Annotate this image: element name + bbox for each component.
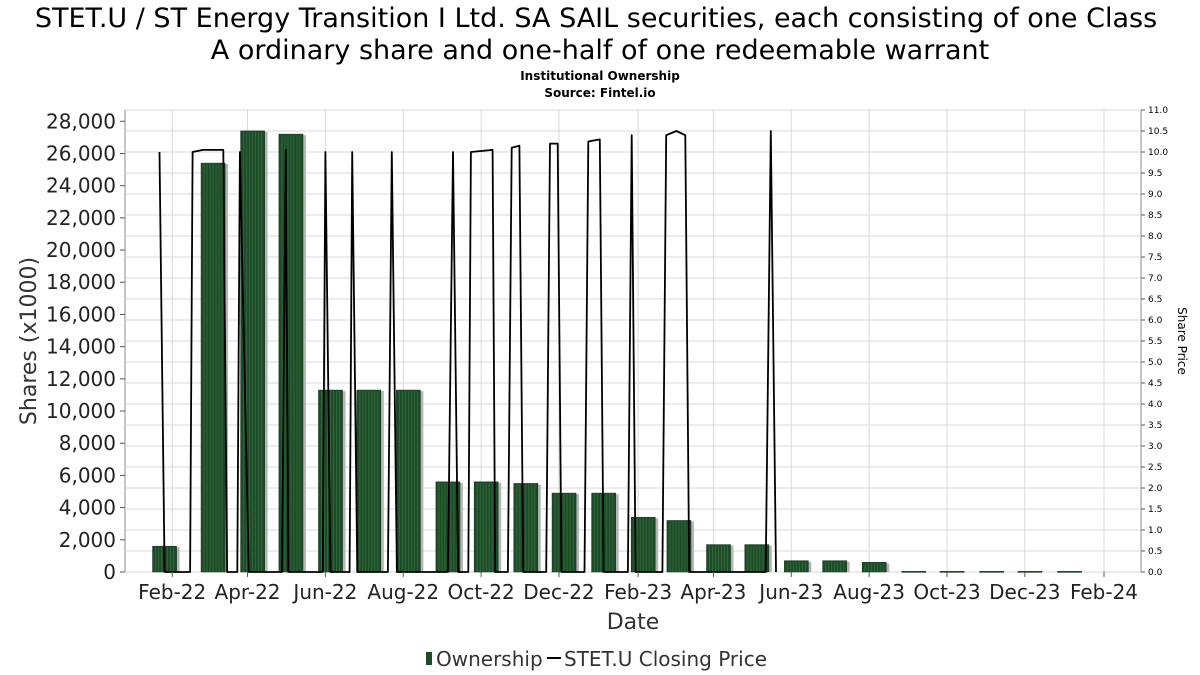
x-tick-label: Aug-23 xyxy=(833,580,905,604)
chart-subtitle-line-1: Institutional Ownership xyxy=(520,69,680,83)
left-tick-label: 20,000 xyxy=(46,238,116,262)
left-tick-label: 26,000 xyxy=(46,141,116,165)
x-tick-label: Dec-23 xyxy=(989,580,1060,604)
price-line xyxy=(158,130,777,573)
left-tick-label: 10,000 xyxy=(46,399,116,423)
x-tick-label: Oct-23 xyxy=(913,580,980,604)
x-tick-label: Feb-24 xyxy=(1070,580,1138,604)
right-tick-label: 8.0 xyxy=(1148,232,1163,242)
right-tick-label: 2.0 xyxy=(1148,484,1163,494)
x-tick-label: Feb-23 xyxy=(604,580,672,604)
legend-ownership-label: Ownership xyxy=(436,647,543,671)
x-tick-label: Aug-22 xyxy=(367,580,439,604)
price-line-group xyxy=(158,130,777,573)
left-tick-label: 14,000 xyxy=(46,335,116,359)
x-tick-label: Feb-22 xyxy=(138,580,206,604)
x-tick-label: Dec-22 xyxy=(523,580,594,604)
right-tick-label: 0.5 xyxy=(1148,547,1162,557)
y-axis-label-right: Share Price xyxy=(1175,307,1189,375)
chart-subtitle-line-2: Source: Fintel.io xyxy=(544,86,655,100)
legend-ownership-swatch xyxy=(426,652,432,665)
right-axis-ticks: 0.0 0.5 1.0 1.5 2.0 2.5 3.0 3.5 4.0 4.5 5.0 5.5 6.0 6… xyxy=(1141,106,1168,578)
x-tick-label: Oct-22 xyxy=(447,580,514,604)
left-tick-label: 22,000 xyxy=(46,206,116,230)
left-tick-label: 18,000 xyxy=(46,270,116,294)
x-axis-label: Date xyxy=(607,610,660,635)
right-tick-label: 10.0 xyxy=(1148,148,1168,158)
left-tick-label: 16,000 xyxy=(46,302,116,326)
x-tick-label: Jun-22 xyxy=(291,580,357,604)
right-tick-label: 11.0 xyxy=(1148,106,1168,116)
chart-title-line-2: A ordinary share and one-half of one red… xyxy=(211,35,989,66)
left-tick-label: 6,000 xyxy=(59,463,116,487)
right-tick-label: 7.5 xyxy=(1148,253,1162,263)
y-axis-label-left: Shares (x1000) xyxy=(17,257,42,425)
x-tick-label: Jun-23 xyxy=(757,580,823,604)
x-axis-ticks: Feb-22 Apr-22 Jun-22 Aug-22 Oct-22 Dec-22 Feb-… xyxy=(138,572,1138,604)
right-tick-label: 2.5 xyxy=(1148,463,1162,473)
right-tick-label: 5.5 xyxy=(1148,337,1162,347)
legend: Ownership STET.U Closing Price xyxy=(426,647,767,671)
left-tick-label: 12,000 xyxy=(46,367,116,391)
right-tick-label: 0.0 xyxy=(1148,568,1163,578)
right-tick-label: 3.5 xyxy=(1148,421,1162,431)
left-tick-label: 24,000 xyxy=(46,174,116,198)
left-tick-label: 0 xyxy=(103,560,116,584)
legend-price-label: STET.U Closing Price xyxy=(564,647,767,671)
right-tick-label: 6.5 xyxy=(1148,295,1162,305)
right-tick-label: 1.5 xyxy=(1148,505,1162,515)
left-tick-label: 4,000 xyxy=(59,496,116,520)
x-tick-label: Apr-22 xyxy=(215,580,281,604)
right-tick-label: 5.0 xyxy=(1148,358,1163,368)
x-tick-label: Apr-23 xyxy=(680,580,746,604)
right-tick-label: 7.0 xyxy=(1148,274,1163,284)
right-tick-label: 9.5 xyxy=(1148,169,1162,179)
right-tick-label: 1.0 xyxy=(1148,526,1163,536)
right-tick-label: 10.5 xyxy=(1148,127,1168,137)
left-axis-ticks: 0 2,000 4,000 6,000 8,000 10,000 12,000 14,000 1… xyxy=(46,109,125,584)
left-tick-label: 28,000 xyxy=(46,109,116,133)
right-tick-label: 8.5 xyxy=(1148,211,1162,221)
chart-title-line-1: STET.U / ST Energy Transition I Ltd. SA … xyxy=(35,3,1157,34)
right-tick-label: 6.0 xyxy=(1148,316,1163,326)
left-tick-label: 2,000 xyxy=(59,528,116,552)
right-tick-label: 3.0 xyxy=(1148,442,1163,452)
right-tick-label: 9.0 xyxy=(1148,190,1163,200)
right-tick-label: 4.0 xyxy=(1148,400,1163,410)
right-tick-label: 4.5 xyxy=(1148,379,1162,389)
left-tick-label: 8,000 xyxy=(59,431,116,455)
